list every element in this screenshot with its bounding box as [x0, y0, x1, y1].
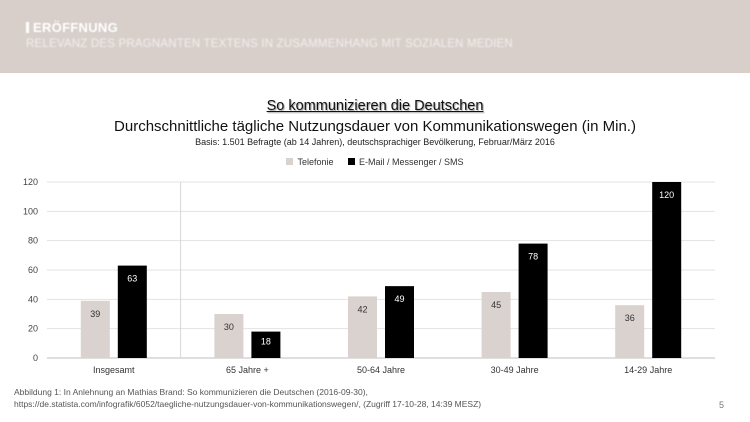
- y-tick-label: 60: [28, 265, 38, 275]
- data-label-email: 63: [127, 274, 137, 284]
- x-tick-label: 50-64 Jahre: [357, 365, 405, 375]
- x-tick-label: Insgesamt: [93, 365, 135, 375]
- data-label-email: 49: [394, 294, 404, 304]
- bar-email: [385, 286, 414, 358]
- bar-email: [518, 243, 548, 358]
- footnote-line-1: Abbildung 1: In Anlehnung an Mathias Bra…: [14, 387, 368, 397]
- legend-swatch-telefonie: [286, 158, 294, 165]
- bar-telefonie: [615, 305, 645, 358]
- data-label-telefonie: 39: [90, 309, 100, 319]
- data-label-email: 78: [528, 252, 538, 262]
- y-tick-label: 120: [23, 177, 38, 187]
- y-tick-label: 40: [28, 294, 38, 304]
- footnote-line-2: https://de.statista.com/infografik/6052/…: [14, 399, 482, 409]
- section-title-text: ERÖFFNUNG: [33, 20, 119, 35]
- bar-telefonie: [348, 296, 377, 358]
- legend-label-email: E-Mail / Messenger / SMS: [359, 157, 464, 167]
- legend-item-email: E-Mail / Messenger / SMS: [348, 157, 464, 167]
- bar-email: [652, 182, 682, 358]
- chart-title: Durchschnittliche tägliche Nutzungsdauer…: [114, 118, 636, 135]
- bar-telefonie: [80, 300, 110, 358]
- x-tick-label: 30-49 Jahre: [491, 365, 539, 375]
- legend-label-telefonie: Telefonie: [297, 157, 334, 167]
- page-number: 5: [719, 400, 725, 410]
- section-subtitle: RELEVANZ DES PRÄGNANTEN TEXTENS IN ZUSAM…: [26, 38, 513, 50]
- data-label-telefonie: 45: [491, 300, 501, 310]
- slide-title: So kommunizieren die Deutschen: [266, 98, 484, 114]
- data-label-email: 120: [659, 190, 674, 200]
- section-marker: [26, 22, 29, 33]
- chart-subtitle: Basis: 1.501 Befragte (ab 14 Jahren), de…: [195, 137, 555, 147]
- bar-email: [251, 331, 281, 358]
- data-label-telefonie: 42: [357, 304, 367, 314]
- data-label-email: 18: [261, 337, 271, 347]
- legend-swatch-email: [348, 158, 355, 165]
- footnote: Abbildung 1: In Anlehnung an Mathias Bra…: [14, 386, 481, 410]
- chart-legend: Telefonie E-Mail / Messenger / SMS: [0, 157, 750, 167]
- data-label-telefonie: 30: [224, 322, 234, 332]
- slide-header: ERÖFFNUNG RELEVANZ DES PRÄGNANTEN TEXTEN…: [0, 0, 750, 73]
- bar-telefonie: [481, 292, 511, 358]
- bar-email: [117, 265, 147, 358]
- y-tick-label: 100: [23, 206, 38, 216]
- x-tick-label: 14-29 Jahre: [624, 365, 672, 375]
- x-tick-label: 65 Jahre +: [226, 365, 269, 375]
- section-title: ERÖFFNUNG: [26, 20, 118, 35]
- data-label-telefonie: 36: [625, 313, 635, 323]
- legend-item-telefonie: Telefonie: [286, 157, 333, 167]
- y-tick-label: 20: [28, 324, 38, 334]
- y-tick-label: 80: [28, 236, 38, 246]
- bar-telefonie: [214, 314, 244, 358]
- y-tick-label: 0: [33, 353, 38, 363]
